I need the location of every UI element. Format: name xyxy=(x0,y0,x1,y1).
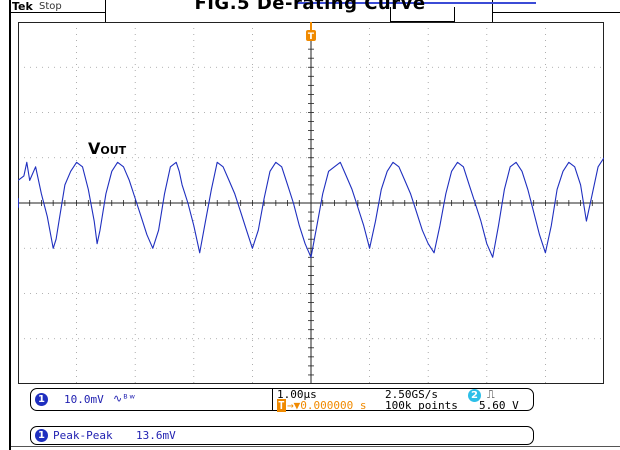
channel-1-scale[interactable]: 10.0mV xyxy=(64,393,104,406)
record-length-value[interactable]: 100k points xyxy=(385,399,458,412)
measurement-source-badge: 1 xyxy=(35,429,48,442)
trigger-delay-value[interactable]: →▼0.000000 s xyxy=(287,399,367,412)
bandwidth-limit-icon: ∿ᴮʷ xyxy=(113,392,136,405)
vout-annotation: VOUT xyxy=(88,139,127,158)
channel-1-trace xyxy=(18,157,604,258)
record-view-window[interactable] xyxy=(390,7,455,22)
run-state: Stop xyxy=(39,1,62,12)
trigger-position-marker[interactable]: T xyxy=(306,22,316,42)
brand-logo: Tek xyxy=(12,0,33,13)
trigger-level-value[interactable]: 5.60 V xyxy=(479,399,519,412)
vout-label-sub: OUT xyxy=(100,144,126,157)
record-view-indicator xyxy=(296,2,536,4)
measurement-name: Peak-Peak xyxy=(53,429,113,442)
channel-1-badge[interactable]: 1 xyxy=(35,393,48,406)
measurement-value: 13.6mV xyxy=(136,429,176,442)
page-left-rule xyxy=(9,0,11,450)
readout-divider xyxy=(272,389,273,410)
waveform-display[interactable]: T 1 VOUT xyxy=(18,22,604,384)
readout-bar[interactable]: 1 10.0mV ∿ᴮʷ 1.00µs 2.50GS/s 100k points… xyxy=(30,388,534,412)
trigger-slope-icon: ⎍ xyxy=(487,388,495,401)
timebase-value[interactable]: 1.00µs xyxy=(277,388,317,401)
trigger-source-badge[interactable]: 2 xyxy=(468,389,481,402)
page-bottom-rule xyxy=(11,446,620,447)
channel-1-ground-marker[interactable]: 1 xyxy=(18,197,19,210)
vout-label-main: V xyxy=(88,139,101,158)
figure-caption: FIG.5 De-rating Curve xyxy=(194,0,426,14)
trigger-marker-label: T xyxy=(308,32,315,42)
sample-rate-value: 2.50GS/s xyxy=(385,388,438,401)
trigger-delay-icon: T xyxy=(277,399,286,412)
measurement-bar[interactable]: 1 Peak-Peak 13.6mV xyxy=(30,426,534,445)
